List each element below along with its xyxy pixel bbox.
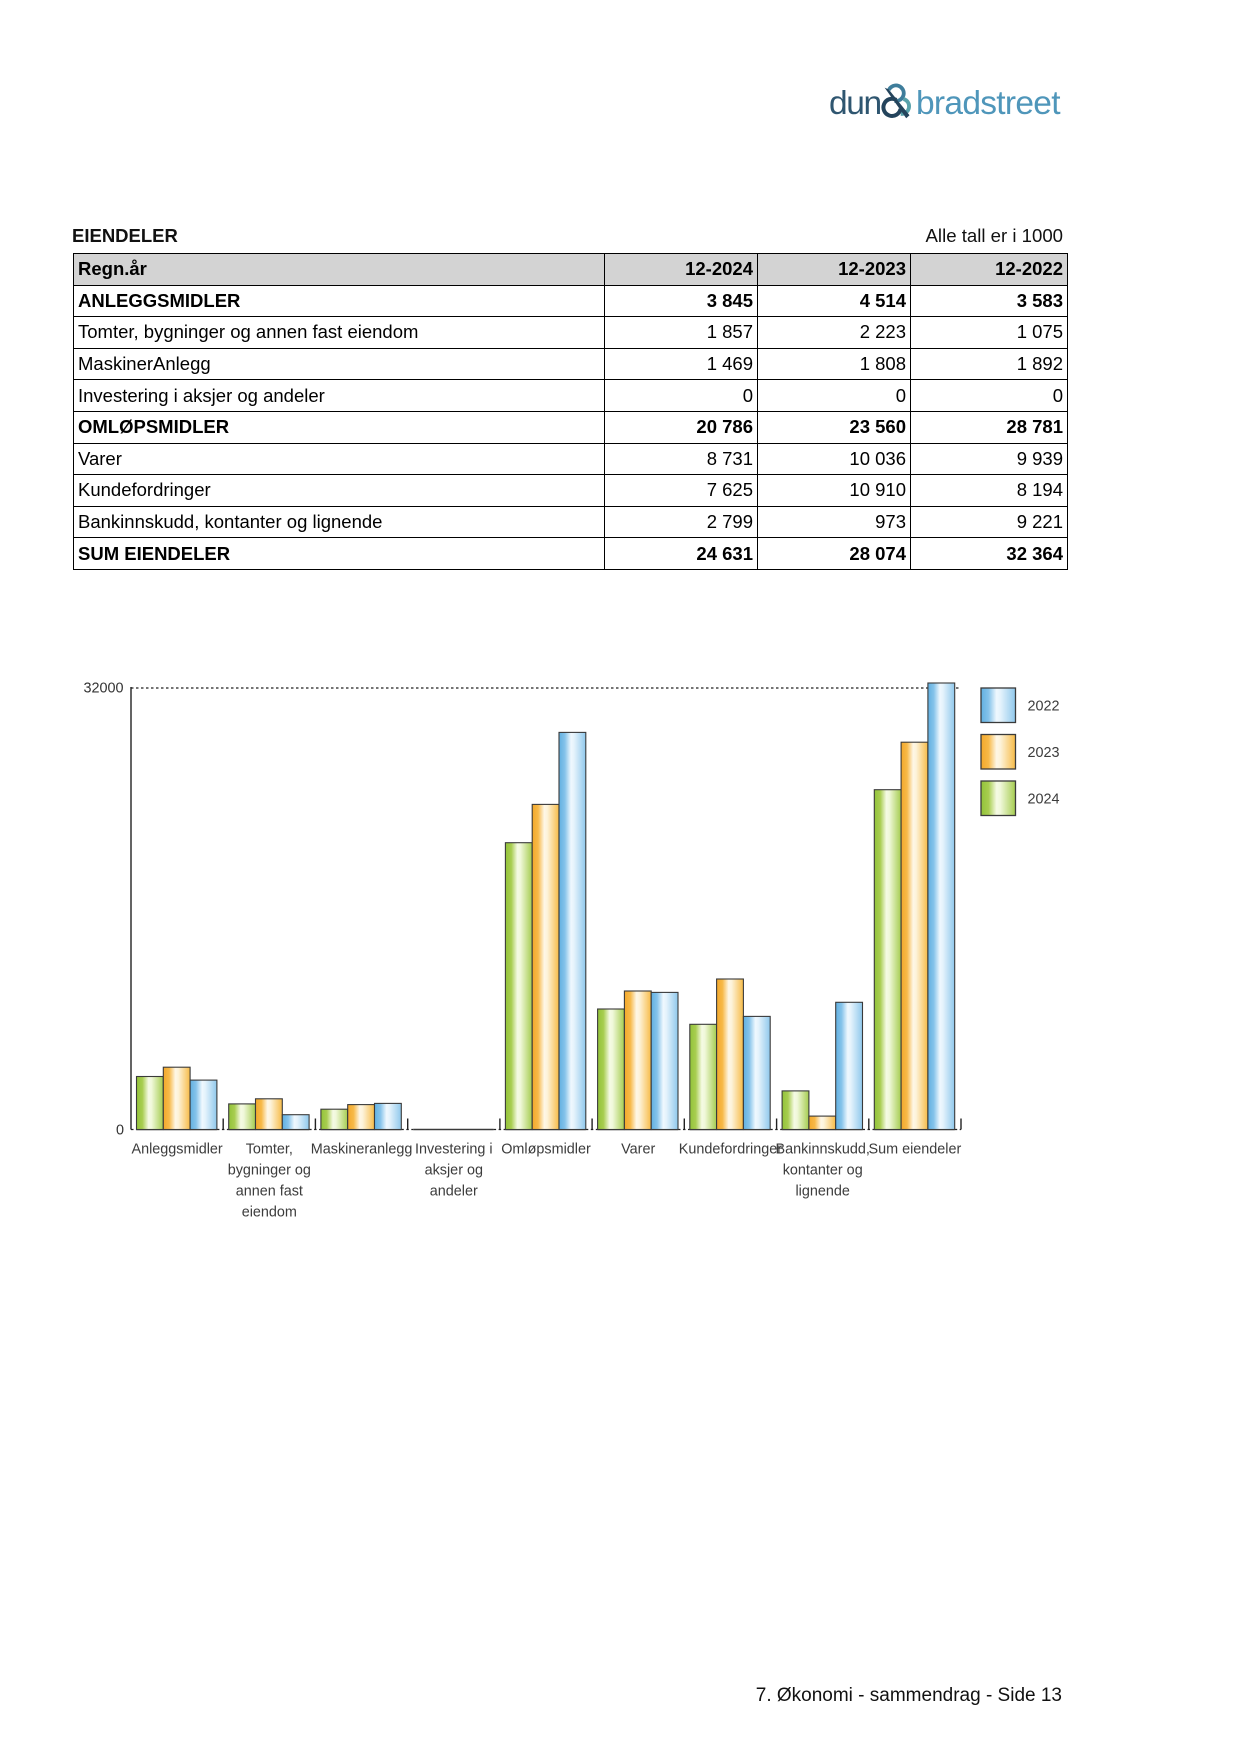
svg-text:Maskineranlegg: Maskineranlegg: [311, 1142, 413, 1158]
svg-text:Kundefordringer: Kundefordringer: [679, 1142, 782, 1158]
svg-text:Sum eiendeler: Sum eiendeler: [869, 1142, 962, 1158]
svg-text:bygninger og: bygninger og: [228, 1163, 311, 1179]
svg-text:eiendom: eiendom: [242, 1205, 297, 1221]
svg-text:0: 0: [116, 1123, 124, 1139]
svg-text:Omløpsmidler: Omløpsmidler: [501, 1142, 591, 1158]
svg-text:Varer: Varer: [621, 1142, 655, 1158]
svg-text:2024: 2024: [1028, 791, 1060, 807]
svg-text:Investering i: Investering i: [415, 1142, 493, 1158]
svg-text:kontanter og: kontanter og: [783, 1163, 863, 1179]
svg-text:annen fast: annen fast: [236, 1184, 303, 1200]
svg-text:Bankinnskudd,: Bankinnskudd,: [775, 1142, 869, 1158]
svg-text:andeler: andeler: [430, 1184, 478, 1200]
svg-text:2023: 2023: [1028, 745, 1060, 761]
svg-text:32000: 32000: [83, 680, 123, 696]
svg-text:2022: 2022: [1028, 698, 1060, 714]
svg-text:Anleggsmidler: Anleggsmidler: [132, 1142, 223, 1158]
svg-text:Tomter,: Tomter,: [246, 1142, 293, 1158]
svg-text:lignende: lignende: [795, 1184, 849, 1200]
svg-text:aksjer og: aksjer og: [425, 1163, 483, 1179]
